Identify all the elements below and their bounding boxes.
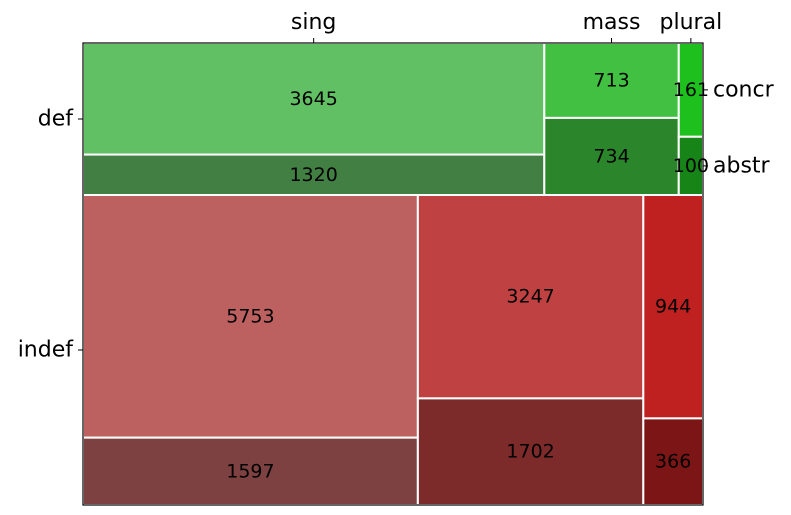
cell-value-indef-sing-concr: 5753: [226, 305, 274, 327]
cells-layer: [82, 42, 705, 506]
ticks-layer: sing mass plural def indef concr abstr: [18, 10, 775, 363]
x-tick-label-plural: plural: [660, 10, 723, 35]
cell-value-indef-plural-abstr: 366: [655, 451, 691, 473]
y-tick-label-indef: indef: [18, 338, 75, 363]
cell-value-indef-plural-concr: 944: [655, 296, 691, 318]
cell-value-def-mass-concr: 713: [593, 69, 629, 91]
cell-value-indef-sing-abstr: 1597: [226, 460, 274, 482]
plot-frame: [82, 42, 704, 506]
cell-indef-mass-abstr: [416, 397, 645, 506]
x-tick-label-mass: mass: [583, 10, 641, 35]
cell-value-indef-mass-abstr: 1702: [506, 441, 554, 463]
cell-value-def-sing-concr: 3645: [289, 88, 337, 110]
cell-value-def-mass-abstr: 734: [593, 145, 629, 167]
x-tick-label-sing: sing: [291, 10, 336, 35]
cell-def-sing-abstr: [82, 153, 546, 197]
cell-indef-plural-abstr: [642, 417, 705, 506]
cell-value-def-sing-abstr: 1320: [289, 164, 337, 186]
cell-value-def-plural-concr: 161: [673, 79, 709, 101]
y-tick-label-def: def: [38, 107, 75, 132]
sub-tick-label-abstr: abstr: [713, 153, 771, 178]
cell-value-indef-mass-concr: 3247: [506, 286, 554, 308]
labels-layer: 3645 1320 713 734 161 100 5753 1597 3247 1702 944 3…: [226, 69, 709, 482]
sub-tick-label-concr: concr: [713, 77, 775, 102]
cell-def-sing-concr: [82, 42, 546, 156]
cell-value-def-plural-abstr: 100: [673, 155, 709, 177]
